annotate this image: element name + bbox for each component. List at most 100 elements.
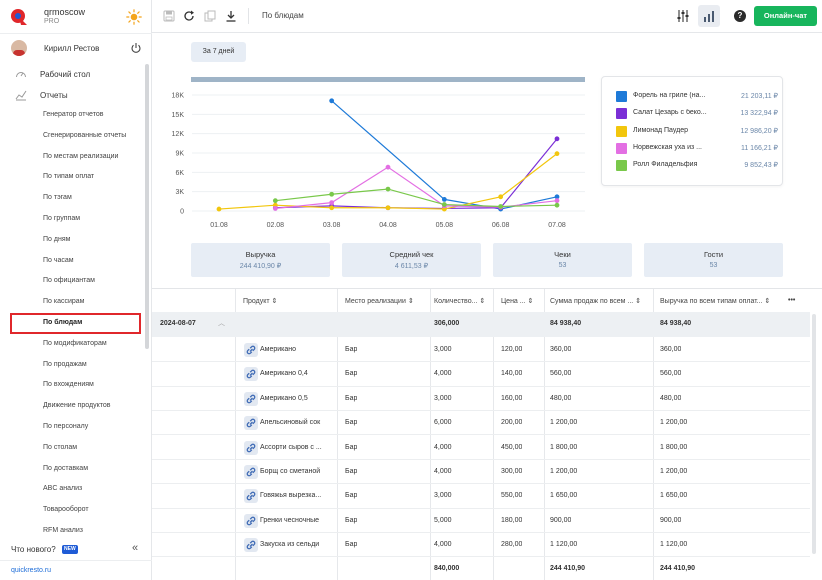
sidebar-item-label: По местам реализации [43,152,119,160]
help-icon[interactable]: ? [734,10,746,22]
data-point [329,191,335,197]
sidebar-item-label: По группам [43,214,81,222]
column-header-quantity[interactable]: Количество... ⇕ [434,298,486,305]
nav-reports[interactable]: Отчеты [0,86,145,104]
sidebar-item-report[interactable]: По блюдам [10,312,141,334]
sun-icon[interactable] [126,9,142,25]
user-name: Кирилл Рестов [44,44,100,53]
period-selector-button[interactable]: За 7 дней [191,42,246,62]
header-label: Продукт [243,298,270,305]
link-icon[interactable] [244,513,258,528]
legend-item[interactable]: Лимонад Паудер 12 986,20 ₽ [616,125,778,137]
chart-view-toggle[interactable] [698,5,720,27]
sidebar-item-report[interactable]: По доставкам [0,459,145,480]
sidebar-item-report[interactable]: По тэгам [0,188,145,209]
more-options-icon[interactable]: ••• [788,297,796,304]
cell-product: Закуска из сельди [260,541,320,549]
link-icon[interactable] [244,465,258,479]
online-chat-button[interactable]: Онлайн-чат [754,6,817,26]
sidebar-item-report[interactable]: По дням [0,230,145,251]
column-header-sum[interactable]: Сумма продаж по всем ... ⇕ [550,298,642,305]
link-icon[interactable] [244,489,258,504]
data-point [329,200,335,206]
y-tick-label: 3K [175,189,184,196]
sidebar-item-report[interactable]: По кассирам [0,292,145,313]
cell-sum: 480,00 [550,394,572,402]
column-header-price[interactable]: Цена ... ⇕ [501,298,534,305]
new-badge: NEW [62,545,78,554]
link-icon[interactable] [244,391,258,406]
sidebar-item-report[interactable]: Сгенерированные отчеты [0,126,145,147]
brand-header[interactable]: qrmoscow PRO [0,0,152,34]
link-icon[interactable] [244,440,258,455]
cell-price: 140,00 [501,370,523,378]
table-row[interactable]: Борщ со сметаной Бар 4,000 300,00 1 200,00 1 … [152,460,810,485]
table-row[interactable]: Американо Бар 3,000 120,00 360,00 360,00 [152,338,810,363]
chevron-up-icon[interactable]: ︿ [218,320,225,327]
sidebar-item-report[interactable]: Товарооборот [0,500,145,521]
table-row[interactable]: Ассорти сыров с ... Бар 4,000 450,00 1 800,0… [152,436,810,460]
table-row[interactable]: Апельсиновый сок Бар 6,000 200,00 1 200,00 1 … [152,411,810,436]
sidebar-item-report[interactable]: По продажам [0,355,145,376]
refresh-icon[interactable] [183,10,195,22]
table-row[interactable]: Американо 0,4 Бар 4,000 140,00 560,00 560,00 [152,362,810,387]
cell-revenue: 1 200,00 [660,419,688,427]
data-point [216,206,222,212]
table-row[interactable]: Американо 0,5 Бар 3,000 160,00 480,00 480,00 [152,387,810,412]
table-row[interactable]: Закуска из сельди Бар 4,000 280,00 1 120,00 1… [152,533,810,558]
group-row[interactable]: 2024-08-07 ︿ 306,000 84 938,40 84 938,40 [152,312,810,337]
topbar: По блюдам ? Онлайн-чат [152,0,822,33]
sidebar-item-report[interactable]: По группам [0,209,145,230]
kpi-checks: Чеки 53 [493,243,632,277]
collapse-sidebar-button[interactable]: « [132,542,139,554]
sidebar-item-label: RFM анализ [43,526,83,534]
legend-item[interactable]: Норвежская уха из ... 11 166,21 ₽ [616,142,778,154]
total-qty: 840,000 [434,565,460,572]
sidebar-item-report[interactable]: По столам [0,438,145,459]
legend-item[interactable]: Ролл Филадельфия 9 852,43 ₽ [616,159,778,172]
user-profile[interactable]: Кирилл Рестов [0,37,152,59]
sidebar-item-report[interactable]: По официантам [0,271,145,292]
table-row[interactable]: Гренки чесночные Бар 5,000 180,00 900,00 900,… [152,509,810,534]
legend-item[interactable]: Салат Цезарь с беко... 13 322,94 ₽ [616,107,778,120]
table-row[interactable]: Говяжья вырезка... Бар 3,000 550,00 1 650,00… [152,484,810,509]
whats-new-link[interactable]: Что нового? [11,545,56,554]
cell-qty: 6,000 [434,419,452,427]
y-tick-label: 12K [172,131,185,138]
link-icon[interactable] [244,538,258,553]
cell-place: Бар [345,370,358,378]
link-icon[interactable] [244,416,258,431]
column-header-revenue[interactable]: Выручка по всем типам оплат... ⇕ [660,298,771,305]
cell-place: Бар [345,541,358,549]
download-icon[interactable] [225,10,237,22]
sidebar-item-report[interactable]: По персоналу [0,417,145,438]
nav-desktop[interactable]: Рабочий стол [0,65,145,83]
sidebar-item-report[interactable]: Движение продуктов [0,396,145,417]
data-point [554,136,560,142]
logout-power-icon[interactable] [130,42,142,54]
sidebar-scrollbar[interactable] [145,64,149,349]
sidebar-item-report[interactable]: По типам оплат [0,167,145,188]
legend-item[interactable]: Форель на гриле (на... 21 203,11 ₽ [616,90,778,102]
cell-product: Американо [260,346,297,353]
site-link[interactable]: quickresto.ru [11,567,52,574]
column-header-place[interactable]: Место реализации ⇕ [345,298,414,305]
filter-sliders-icon[interactable] [676,9,690,23]
table-scrollbar[interactable] [812,314,816,554]
data-point [554,151,560,157]
link-icon[interactable] [244,367,258,382]
sidebar-item-report[interactable]: По местам реализации [0,147,145,168]
sidebar-item-report[interactable]: По модификаторам [0,334,145,355]
sidebar-item-report[interactable]: По часам [0,251,145,272]
column-header-product[interactable]: Продукт ⇕ [243,298,278,305]
link-icon[interactable] [244,343,258,357]
sidebar-item-report[interactable]: ABC анализ [0,479,145,500]
kpi-value: 53 [558,262,567,269]
sidebar-item-report[interactable]: По вхождениям [0,375,145,396]
copy-icon[interactable] [204,10,216,22]
sidebar-item-report[interactable]: RFM анализ [0,521,145,542]
sidebar-item-label: ABC анализ [43,485,83,493]
sidebar-item-report[interactable]: Генератор отчетов [0,105,145,126]
cell-qty: 4,000 [434,468,452,475]
save-icon[interactable] [163,10,175,22]
